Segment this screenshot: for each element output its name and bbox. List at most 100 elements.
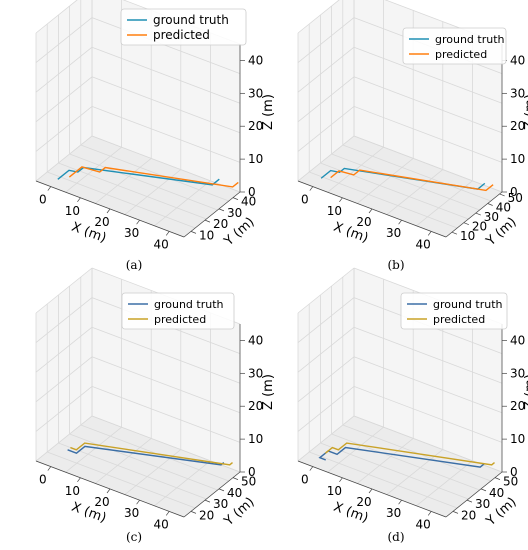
series-line-predicted [70,442,233,466]
x-tick-label: 0 [301,473,309,487]
series-line-ground-truth [320,167,486,190]
grid-line [297,326,355,373]
grid-line [309,171,458,229]
legend: ground truth predicted [400,292,508,330]
x-tick-label: 30 [124,226,139,240]
z-tick-label: 10 [510,152,525,166]
grid-line [35,135,93,182]
legend-label: predicted [433,313,485,326]
grid-line [91,386,241,443]
x-tick-label: 30 [386,506,401,520]
x-tick-label: 40 [416,237,431,251]
legend-label: predicted [435,48,487,61]
panel-caption: (a) [126,258,143,272]
x-tick-mark [106,208,111,214]
y-tick-mark [204,219,211,223]
y-tick-mark [190,231,197,234]
x-tick-mark [77,477,81,483]
grid-line [297,386,355,432]
grid-line [69,153,218,211]
legend-label: ground truth [153,13,229,27]
grid-line [35,356,93,403]
left-pane [36,0,92,181]
y-tick-mark [190,511,197,514]
grid-line [69,433,218,491]
grid-line [91,76,241,134]
z-tick-label: 0 [510,185,518,199]
grid-line [94,438,152,484]
z-tick-label: 20 [510,399,525,413]
y-tick-mark [218,208,225,212]
z-tick-label: 40 [510,53,525,67]
x-tick-label: 10 [327,484,342,498]
x-tick-mark [368,208,373,214]
x-tick-label: 0 [301,193,309,207]
legend-label: ground truth [154,298,224,311]
back-pane [92,0,240,192]
legend-box [400,292,508,330]
grid-line [320,442,469,500]
y-tick-mark [451,231,458,235]
grid-line [35,297,93,343]
grid-line [58,442,207,500]
y-tick-mark [232,197,239,200]
x-tick-label: 20 [94,215,109,229]
y-tick-label: 30 [213,497,228,511]
grid-line [91,46,241,104]
z-tick-label: 10 [248,432,263,446]
y-tick-label: 50 [508,191,523,205]
grid-line [331,153,480,211]
y-tick-label: 30 [227,206,242,220]
floor-pane [36,136,240,237]
grid-line [297,267,355,314]
z-axis-label: Z (m) [523,94,528,130]
x-tick-label: 10 [65,484,80,498]
grid-line [35,106,93,152]
y-tick-mark [494,477,501,480]
grid-line [353,135,503,193]
grid-line [297,46,355,93]
z-tick-label: 40 [248,333,263,347]
z-tick-label: 40 [248,53,263,67]
grid-line [356,158,414,204]
grid-line [297,76,355,123]
grid-line [297,0,340,34]
grid-line [416,460,473,507]
x-tick-mark [165,511,170,516]
x-tick-mark [77,197,81,203]
z-tick-label: 0 [248,465,256,479]
grid-line [35,0,78,34]
grid-line [154,180,211,227]
x-tick-mark [398,219,402,225]
x-tick-label: 20 [356,215,371,229]
z-tick-label: 0 [510,465,518,479]
y-tick-mark [475,212,481,216]
grid-line [124,449,182,495]
x-tick-mark [47,466,52,471]
grid-line [353,76,503,134]
panel-caption: (d) [387,530,404,544]
z-tick-label: 30 [248,366,263,380]
x-tick-label: 40 [154,237,169,251]
grid-line [331,433,480,491]
y-tick-label: 10 [199,228,214,242]
grid-line [297,297,355,343]
left-pane [298,268,354,461]
x-tick-mark [368,488,373,494]
legend-box [120,8,247,46]
grid-line [353,106,503,163]
y-tick-label: 20 [199,508,214,522]
x-tick-label: 30 [124,506,139,520]
legend-label: ground truth [433,298,503,311]
x-tick-label: 0 [39,193,47,207]
legend-box [402,27,507,65]
x-tick-label: 10 [327,204,342,218]
grid-line [386,449,444,495]
x-tick-mark [398,499,402,505]
legend-label: predicted [154,313,206,326]
y-axis-line [183,471,241,518]
